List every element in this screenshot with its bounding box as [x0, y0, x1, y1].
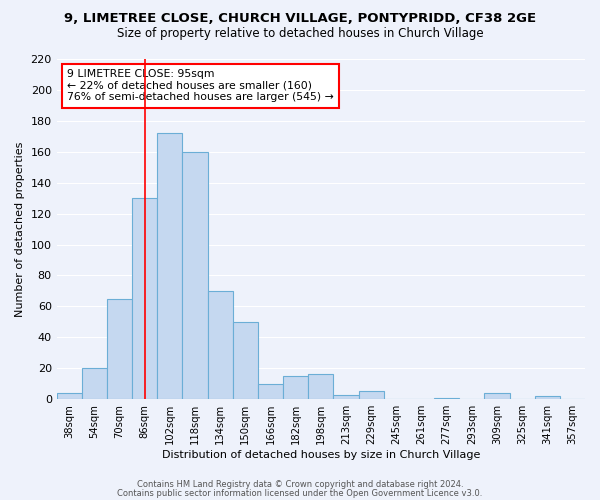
Bar: [208, 291, 233, 399]
Bar: [434, 398, 459, 399]
Bar: [334, 394, 359, 399]
Bar: [182, 152, 208, 399]
Text: 9 LIMETREE CLOSE: 95sqm
← 22% of detached houses are smaller (160)
76% of semi-d: 9 LIMETREE CLOSE: 95sqm ← 22% of detache…: [67, 69, 334, 102]
Bar: [484, 393, 509, 399]
Text: 9, LIMETREE CLOSE, CHURCH VILLAGE, PONTYPRIDD, CF38 2GE: 9, LIMETREE CLOSE, CHURCH VILLAGE, PONTY…: [64, 12, 536, 26]
Bar: [56, 393, 82, 399]
Text: Size of property relative to detached houses in Church Village: Size of property relative to detached ho…: [116, 28, 484, 40]
Bar: [82, 368, 107, 399]
X-axis label: Distribution of detached houses by size in Church Village: Distribution of detached houses by size …: [161, 450, 480, 460]
Bar: [107, 298, 132, 399]
Bar: [157, 133, 182, 399]
Text: Contains HM Land Registry data © Crown copyright and database right 2024.: Contains HM Land Registry data © Crown c…: [137, 480, 463, 489]
Bar: [308, 374, 334, 399]
Bar: [283, 376, 308, 399]
Text: Contains public sector information licensed under the Open Government Licence v3: Contains public sector information licen…: [118, 489, 482, 498]
Bar: [258, 384, 283, 399]
Bar: [233, 322, 258, 399]
Bar: [535, 396, 560, 399]
Bar: [132, 198, 157, 399]
Y-axis label: Number of detached properties: Number of detached properties: [15, 142, 25, 317]
Bar: [359, 392, 384, 399]
